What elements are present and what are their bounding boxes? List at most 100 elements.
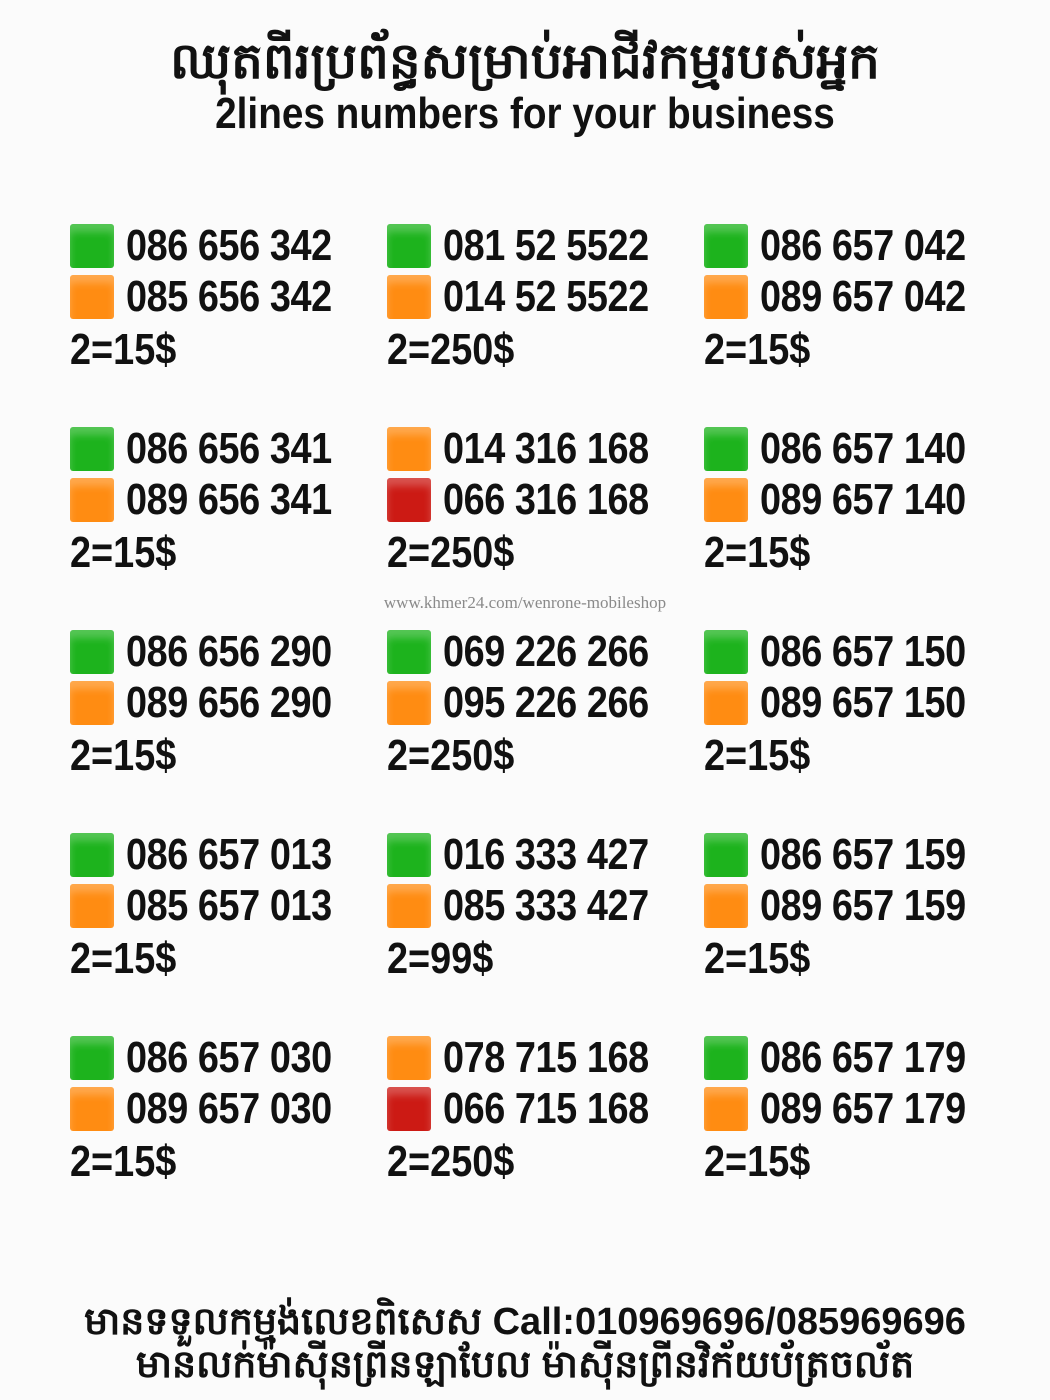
orange-square-icon — [387, 1036, 431, 1080]
number-set: 086 656 342 085 656 342 2=15$ — [70, 221, 390, 382]
orange-square-icon — [70, 884, 114, 928]
number-line: 086 657 159 — [704, 830, 999, 879]
orange-square-icon — [387, 275, 431, 319]
phone-number: 085 657 013 — [126, 881, 332, 930]
green-square-icon — [387, 224, 431, 268]
phone-number: 085 333 427 — [443, 881, 649, 930]
number-line: 089 656 290 — [70, 678, 365, 727]
green-square-icon — [704, 427, 748, 471]
number-set: 086 657 013 085 657 013 2=15$ — [70, 830, 390, 991]
number-line: 086 657 179 — [704, 1033, 999, 1082]
orange-square-icon — [70, 1087, 114, 1131]
number-set: 086 657 179 089 657 179 2=15$ — [704, 1033, 1024, 1194]
green-square-icon — [387, 833, 431, 877]
phone-number: 095 226 266 — [443, 678, 649, 727]
number-line: 081 52 5522 — [387, 221, 682, 270]
number-line: 066 715 168 — [387, 1084, 682, 1133]
orange-square-icon — [704, 1087, 748, 1131]
number-line: 085 657 013 — [70, 881, 365, 930]
number-line: 089 657 030 — [70, 1084, 365, 1133]
number-line: 086 656 290 — [70, 627, 365, 676]
price: 2=250$ — [387, 731, 515, 780]
number-line: 016 333 427 — [387, 830, 682, 879]
price: 2=15$ — [70, 731, 177, 780]
phone-number: 086 657 179 — [760, 1033, 966, 1082]
orange-square-icon — [704, 884, 748, 928]
phone-number: 086 656 342 — [126, 221, 332, 270]
phone-number: 089 656 341 — [126, 475, 332, 524]
number-line: 089 657 042 — [704, 272, 999, 321]
phone-number: 086 656 341 — [126, 424, 332, 473]
number-set: 016 333 427 085 333 427 2=99$ — [387, 830, 707, 991]
number-set: 086 656 341 089 656 341 2=15$ — [70, 424, 390, 585]
number-line: 089 657 159 — [704, 881, 999, 930]
number-line: 089 656 341 — [70, 475, 365, 524]
phone-number: 089 657 042 — [760, 272, 966, 321]
phone-number: 066 715 168 — [443, 1084, 649, 1133]
number-set: 081 52 5522 014 52 5522 2=250$ — [387, 221, 707, 382]
footer-line-2: មានលក់ម៉ាស៊ីនព្រីនឡាបែល ម៉ាស៊ីនព្រីនវិក័… — [135, 1344, 915, 1387]
red-square-icon — [387, 1087, 431, 1131]
number-line: 014 316 168 — [387, 424, 682, 473]
green-square-icon — [704, 630, 748, 674]
number-line: 085 333 427 — [387, 881, 682, 930]
title-english: 2lines numbers for your business — [215, 89, 835, 138]
price: 2=15$ — [704, 528, 811, 577]
number-line: 086 656 341 — [70, 424, 365, 473]
orange-square-icon — [70, 478, 114, 522]
price: 2=15$ — [70, 1137, 177, 1186]
green-square-icon — [704, 224, 748, 268]
number-line: 089 657 140 — [704, 475, 999, 524]
number-line: 085 656 342 — [70, 272, 365, 321]
phone-number: 066 316 168 — [443, 475, 649, 524]
phone-number: 069 226 266 — [443, 627, 649, 676]
orange-square-icon — [704, 275, 748, 319]
phone-number: 089 657 159 — [760, 881, 966, 930]
price: 2=15$ — [704, 934, 811, 983]
price: 2=15$ — [70, 934, 177, 983]
number-line: 089 657 150 — [704, 678, 999, 727]
phone-number: 086 657 140 — [760, 424, 966, 473]
phone-number: 081 52 5522 — [443, 221, 649, 270]
number-set: 086 657 150 089 657 150 2=15$ — [704, 627, 1024, 788]
phone-number: 086 657 030 — [126, 1033, 332, 1082]
orange-square-icon — [704, 681, 748, 725]
price: 2=15$ — [704, 325, 811, 374]
number-line: 086 657 042 — [704, 221, 999, 270]
green-square-icon — [70, 224, 114, 268]
number-set: 014 316 168 066 316 168 2=250$ — [387, 424, 707, 585]
phone-number: 089 657 030 — [126, 1084, 332, 1133]
number-line: 086 656 342 — [70, 221, 365, 270]
orange-square-icon — [70, 275, 114, 319]
header: ឈុតពីរប្រព័ន្ធសម្រាប់អាជីវកម្មរបស់អ្នក 2… — [0, 34, 1050, 140]
number-line: 066 316 168 — [387, 475, 682, 524]
orange-square-icon — [704, 478, 748, 522]
phone-number: 089 657 179 — [760, 1084, 966, 1133]
number-line: 078 715 168 — [387, 1033, 682, 1082]
orange-square-icon — [387, 884, 431, 928]
phone-number: 014 316 168 — [443, 424, 649, 473]
phone-number: 089 656 290 — [126, 678, 332, 727]
phone-number: 014 52 5522 — [443, 272, 649, 321]
phone-number: 016 333 427 — [443, 830, 649, 879]
green-square-icon — [70, 630, 114, 674]
number-set: 086 657 030 089 657 030 2=15$ — [70, 1033, 390, 1194]
phone-number: 086 657 042 — [760, 221, 966, 270]
number-set: 086 657 042 089 657 042 2=15$ — [704, 221, 1024, 382]
number-set: 086 657 140 089 657 140 2=15$ — [704, 424, 1024, 585]
green-square-icon — [70, 427, 114, 471]
number-line: 086 657 013 — [70, 830, 365, 879]
green-square-icon — [704, 833, 748, 877]
phone-number: 086 657 150 — [760, 627, 966, 676]
footer: មានទទួលកម្មង់លេខពិសេស Call:010969696/085… — [0, 1301, 1050, 1388]
phone-number: 089 657 150 — [760, 678, 966, 727]
price: 2=15$ — [70, 528, 177, 577]
red-square-icon — [387, 478, 431, 522]
number-line: 014 52 5522 — [387, 272, 682, 321]
green-square-icon — [70, 833, 114, 877]
number-line: 069 226 266 — [387, 627, 682, 676]
orange-square-icon — [70, 681, 114, 725]
number-set: 078 715 168 066 715 168 2=250$ — [387, 1033, 707, 1194]
orange-square-icon — [387, 681, 431, 725]
